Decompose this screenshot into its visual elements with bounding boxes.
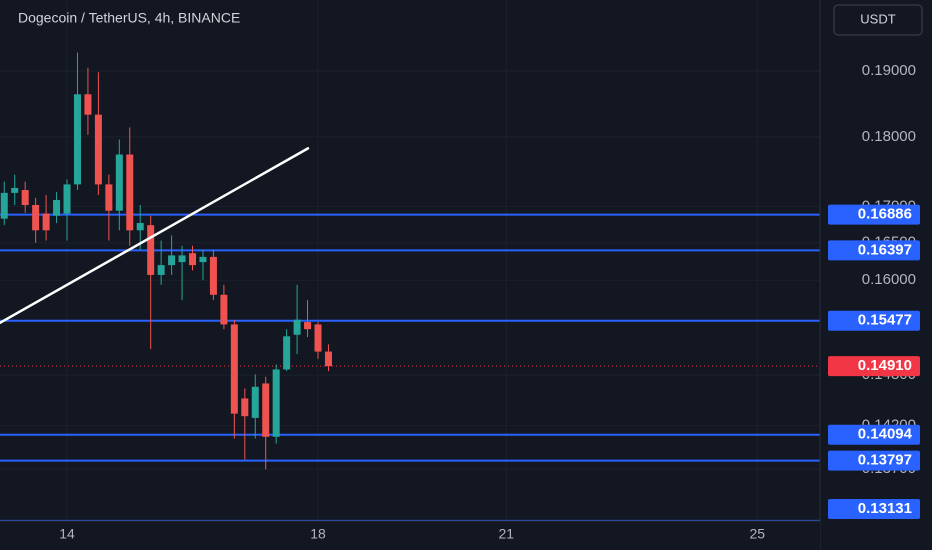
candle-body <box>178 255 186 263</box>
level-label-box <box>828 240 920 261</box>
candle-body <box>199 256 207 263</box>
candle-body <box>283 336 291 370</box>
candle-body <box>189 253 197 266</box>
x-tick-label: 21 <box>498 526 514 542</box>
candle-body <box>84 94 92 115</box>
level-label: 0.13131 <box>858 500 912 517</box>
level-label-box <box>828 424 920 445</box>
level-label: 0.13797 <box>858 452 912 469</box>
candle-body <box>21 190 29 205</box>
level-label: 0.15477 <box>858 312 912 329</box>
candle-body <box>94 114 102 185</box>
currency-button-label[interactable]: USDT <box>860 11 895 26</box>
candles <box>0 52 332 470</box>
level-label-box <box>828 310 920 331</box>
x-tick-label: 18 <box>310 526 326 542</box>
candle-body <box>324 351 332 367</box>
candle-body <box>251 386 259 418</box>
candle-body <box>241 398 249 417</box>
level-label: 0.14094 <box>858 426 913 443</box>
level-label: 0.16397 <box>858 241 912 258</box>
price-label: 0.14910 <box>858 357 912 374</box>
candle-body <box>272 369 280 437</box>
candle-body <box>0 192 8 219</box>
candle-body <box>314 324 322 352</box>
candle-body <box>42 213 50 231</box>
candle-body <box>304 322 312 330</box>
level-label-box <box>828 204 920 225</box>
candle-body <box>63 184 71 214</box>
x-tick-label: 25 <box>749 526 765 542</box>
candle-body <box>11 187 19 193</box>
chart-title: Dogecoin / TetherUS, 4h, BINANCE <box>18 10 240 26</box>
candle-body <box>157 265 165 275</box>
x-tick-label: 14 <box>59 526 75 542</box>
candle-body <box>230 324 238 414</box>
price-label-box <box>828 356 920 377</box>
candle-body <box>105 184 113 211</box>
currency-button[interactable] <box>833 4 923 36</box>
candle-body <box>168 255 176 266</box>
candle-body <box>220 294 228 325</box>
candle-body <box>73 94 81 185</box>
candle-body <box>53 199 61 216</box>
y-tick-label: 0.16000 <box>862 271 916 288</box>
trend-line <box>0 147 310 325</box>
candle-body <box>32 204 40 231</box>
candle-body <box>136 223 144 231</box>
y-tick-label: 0.19000 <box>862 62 916 79</box>
candle-body <box>147 225 155 275</box>
candle-body <box>293 319 301 335</box>
candle-body <box>262 383 270 437</box>
y-tick-label: 0.18000 <box>862 128 916 145</box>
candle-body <box>115 154 123 211</box>
level-label-box <box>828 450 920 471</box>
grid <box>0 0 820 521</box>
candle-body <box>209 256 217 295</box>
level-label: 0.16886 <box>858 206 912 223</box>
time-axis <box>0 521 820 550</box>
drawings <box>0 147 310 325</box>
candle-body <box>126 154 134 231</box>
level-label-box <box>828 499 920 519</box>
axis-labels: 0.190000.180000.170000.165000.160000.148… <box>59 62 920 542</box>
